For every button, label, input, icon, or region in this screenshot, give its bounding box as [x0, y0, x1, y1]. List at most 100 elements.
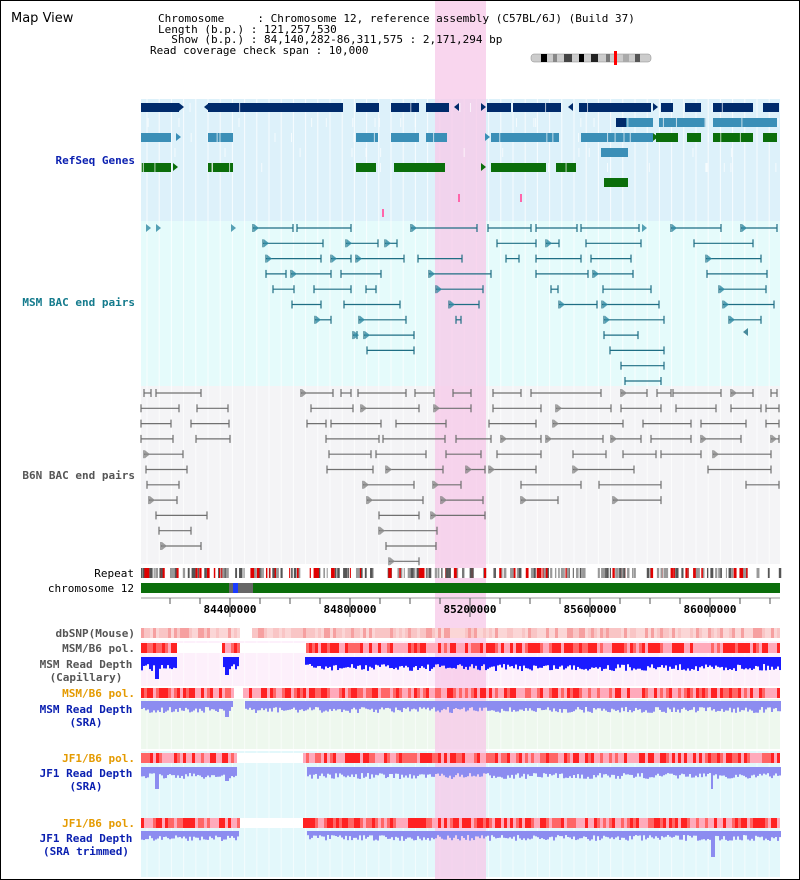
heat-cell — [546, 753, 549, 763]
exon-gap — [239, 103, 241, 112]
track-label-msm-pol-cap[interactable]: MSM/B6 pol. — [62, 642, 135, 655]
heat-cell — [471, 818, 474, 828]
heat-cell — [654, 628, 657, 638]
repeat-mark — [371, 568, 374, 578]
exon-gap — [578, 148, 580, 157]
depth-bar — [509, 657, 511, 667]
depth-bar — [409, 831, 411, 838]
heat-cell — [270, 688, 273, 698]
depth-bar — [591, 767, 593, 779]
heat-cell — [657, 818, 660, 828]
depth-bar — [447, 831, 449, 836]
depth-bar — [751, 657, 753, 671]
heat-cell — [420, 818, 423, 828]
exon-gap — [675, 118, 677, 127]
track-label-jf1-depth-sra[interactable]: JF1 Read Depth (SRA) — [31, 767, 141, 793]
depth-bar — [171, 831, 173, 839]
heat-cell — [300, 628, 303, 638]
axis-tick-label: 85600000 — [563, 603, 617, 616]
heat-cell — [147, 753, 150, 763]
heat-cell — [189, 753, 192, 763]
track-label-refseq[interactable]: RefSeq Genes — [55, 154, 135, 167]
depth-bar — [427, 701, 429, 708]
depth-bar — [397, 831, 399, 838]
heat-cell — [516, 643, 519, 653]
depth-bar — [643, 657, 645, 671]
heat-cell — [510, 688, 513, 698]
heat-cell — [678, 753, 681, 763]
depth-bar — [455, 657, 457, 669]
heat-cell — [345, 818, 348, 828]
heat-cell — [687, 643, 690, 653]
depth-bar — [435, 657, 437, 665]
depth-bar — [449, 701, 451, 713]
depth-bar — [615, 657, 617, 669]
track-label-msm-depth-cap[interactable]: MSM Read Depth (Capillary) — [31, 658, 141, 684]
depth-bar — [175, 657, 177, 669]
gene-exon — [208, 103, 343, 112]
depth-bar — [381, 767, 383, 774]
heat-cell — [675, 628, 678, 638]
heat-cell — [459, 688, 462, 698]
depth-bar — [345, 657, 347, 668]
heat-cell — [144, 818, 147, 828]
bac-end-arrow — [231, 224, 236, 232]
track-label-jf1-pol-trim[interactable]: JF1/B6 pol. — [62, 817, 135, 830]
heat-cell — [246, 643, 249, 653]
heat-cell — [438, 688, 441, 698]
repeat-mark — [501, 568, 503, 578]
exon-gap — [533, 118, 535, 127]
heat-cell — [312, 753, 315, 763]
depth-bar — [459, 701, 461, 710]
heat-cell — [150, 753, 153, 763]
track-label-msm-bac[interactable]: MSM BAC end pairs — [22, 296, 135, 309]
heat-cell — [384, 643, 387, 653]
repeat-mark — [182, 568, 186, 578]
heat-cell — [738, 643, 741, 653]
ideogram-band — [541, 54, 547, 62]
heat-cell — [510, 753, 513, 763]
depth-bar — [625, 767, 627, 775]
heat-cell — [237, 628, 240, 638]
depth-bar — [303, 701, 305, 712]
heat-cell — [363, 818, 366, 828]
heat-cell — [705, 643, 708, 653]
depth-bar — [451, 701, 453, 713]
heat-cell — [561, 753, 564, 763]
track-label-dbsnp[interactable]: dbSNP(Mouse) — [55, 627, 135, 640]
repeat-mark — [296, 568, 299, 578]
depth-bar — [183, 767, 185, 779]
heat-cell — [252, 628, 255, 638]
heat-cell — [255, 643, 258, 653]
repeat-mark — [446, 568, 449, 578]
heat-cell — [417, 688, 420, 698]
depth-bar — [697, 701, 699, 711]
exon-gap — [291, 133, 293, 142]
heat-cell — [327, 628, 330, 638]
track-label-msm-pol-sra[interactable]: MSM/B6 pol. — [62, 687, 135, 700]
heat-cell — [585, 753, 588, 763]
depth-bar — [741, 767, 743, 776]
repeat-mark — [399, 568, 403, 578]
track-label-jf1-depth-trim[interactable]: JF1 Read Depth (SRA trimmed) — [31, 832, 141, 858]
heat-cell — [564, 818, 567, 828]
exon-gap — [545, 103, 547, 112]
heat-cell — [729, 628, 732, 638]
gene-exon — [713, 133, 753, 142]
heat-cell — [240, 628, 243, 638]
track-label-msm-depth-sra[interactable]: MSM Read Depth (SRA) — [31, 703, 141, 729]
track-label-jf1-pol-sra[interactable]: JF1/B6 pol. — [62, 752, 135, 765]
track-label-b6n-bac[interactable]: B6N BAC end pairs — [22, 469, 135, 482]
depth-bar — [349, 767, 351, 777]
heat-cell — [243, 643, 246, 653]
repeat-mark — [313, 568, 317, 578]
exon-gap — [578, 133, 580, 142]
heat-cell — [501, 753, 504, 763]
heat-cell — [573, 753, 576, 763]
depth-bar — [589, 831, 591, 841]
depth-bar — [319, 657, 321, 667]
depth-bar — [521, 831, 523, 840]
exon-gap — [741, 118, 743, 127]
track-label-repeat[interactable]: Repeat — [94, 567, 134, 580]
